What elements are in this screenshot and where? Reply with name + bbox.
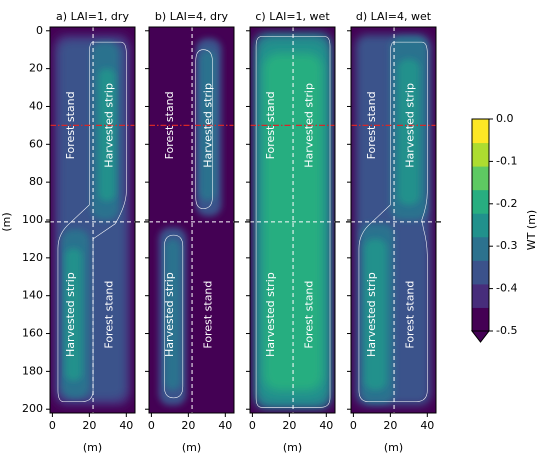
- region-label: Harvested strip: [404, 83, 417, 168]
- y-tick-label: 0: [36, 24, 43, 37]
- colorbar-tick-label: -0.4: [496, 282, 517, 295]
- x-tick-label: 0: [148, 419, 155, 432]
- region-label: Harvested strip: [303, 83, 316, 168]
- colorbar-segment: [472, 189, 489, 214]
- panel: Forest stand Harvested strip Harvested str…: [245, 10, 340, 454]
- contour-line: [164, 235, 182, 398]
- x-axis-label: (m): [384, 441, 403, 454]
- colorbar-frame: [471, 118, 490, 331]
- x-tick-label: 40: [119, 419, 133, 432]
- y-tick-label: 100: [22, 213, 43, 226]
- x-tick-label: 40: [218, 419, 232, 432]
- colorbar-label: WT (m): [525, 210, 538, 250]
- colorbar-extend-arrow: [470, 330, 491, 343]
- colorbar-segment: [472, 283, 489, 308]
- x-tick-label: 0: [49, 419, 56, 432]
- heatmap-region: [397, 59, 420, 205]
- x-tick-label: 20: [282, 419, 296, 432]
- y-axis-label: (m): [0, 212, 13, 231]
- colorbar-segment: [472, 213, 489, 238]
- x-tick-label: 40: [420, 419, 434, 432]
- colorbar-segment: [472, 260, 489, 285]
- panel-title: d) LAI=4, wet: [356, 10, 432, 23]
- region-label: Forest stand: [264, 91, 277, 159]
- heatmap-region: [364, 238, 387, 391]
- colorbar-tick-label: 0.0: [496, 112, 514, 125]
- region-label: Harvested strip: [64, 272, 77, 357]
- y-tick-label: 160: [22, 327, 43, 340]
- region-label: Forest stand: [103, 281, 116, 349]
- y-tick-label: 120: [22, 251, 43, 264]
- region-label: Harvested strip: [163, 272, 176, 357]
- region-label: Forest stand: [303, 281, 316, 349]
- colorbar-segment: [472, 236, 489, 261]
- region-label: Forest stand: [163, 91, 176, 159]
- heatmap-field: [355, 34, 432, 406]
- x-tick-label: 40: [319, 419, 333, 432]
- x-tick-label: 20: [82, 419, 96, 432]
- x-tick-label: 20: [383, 419, 397, 432]
- y-tick-label: 60: [29, 137, 43, 150]
- region-label: Harvested strip: [103, 83, 116, 168]
- panel-title: a) LAI=1, dry: [56, 10, 129, 23]
- heatmap-field: [54, 34, 131, 406]
- y-tick-label: 40: [29, 99, 43, 112]
- y-tick-label: 80: [29, 175, 43, 188]
- region-label: Forest stand: [202, 281, 215, 349]
- heatmap-region: [98, 68, 116, 202]
- x-axis-label: (m): [182, 441, 201, 454]
- panel: Forest stand Harvested strip Harvested str…: [346, 10, 441, 454]
- colorbar-tick-label: -0.1: [496, 154, 517, 167]
- colorbar-segment: [472, 166, 489, 191]
- y-tick-label: 20: [29, 62, 43, 75]
- y-tick-label: 140: [22, 289, 43, 302]
- x-tick-label: 0: [350, 419, 357, 432]
- region-label: Harvested strip: [202, 83, 215, 168]
- heatmap-region: [65, 248, 82, 381]
- contour-line: [58, 42, 126, 402]
- y-tick-label: 200: [22, 402, 43, 415]
- panel-title: b) LAI=4, dry: [155, 10, 229, 23]
- colorbar-tick-label: -0.3: [496, 239, 517, 252]
- region-label: Forest stand: [404, 281, 417, 349]
- heatmap-region: [164, 238, 181, 391]
- region-label: Harvested strip: [365, 272, 378, 357]
- panel: Forest stand Harvested strip Harvested str…: [22, 10, 140, 454]
- colorbar-tick-label: -0.5: [496, 324, 517, 337]
- region-label: Forest stand: [64, 91, 77, 159]
- contour-line: [359, 42, 427, 402]
- panel: Forest stand Harvested strip Harvested str…: [144, 10, 239, 454]
- x-tick-label: 20: [181, 419, 195, 432]
- panel-title: c) LAI=1, wet: [255, 10, 330, 23]
- region-label: Harvested strip: [264, 272, 277, 357]
- y-tick-label: 180: [22, 364, 43, 377]
- x-axis-label: (m): [83, 441, 102, 454]
- contour-line: [196, 50, 213, 209]
- contour-line: [256, 36, 330, 407]
- colorbar: WT (m) 0.0 -0.1 -0.2 -0.3 -0.4 -0.5: [470, 112, 538, 343]
- colorbar-tick-label: -0.2: [496, 197, 517, 210]
- colorbar-segment: [472, 307, 489, 332]
- x-tick-label: 0: [249, 419, 256, 432]
- region-label: Forest stand: [365, 91, 378, 159]
- x-axis-label: (m): [283, 441, 302, 454]
- colorbar-segment: [472, 142, 489, 167]
- colorbar-segment: [472, 119, 489, 144]
